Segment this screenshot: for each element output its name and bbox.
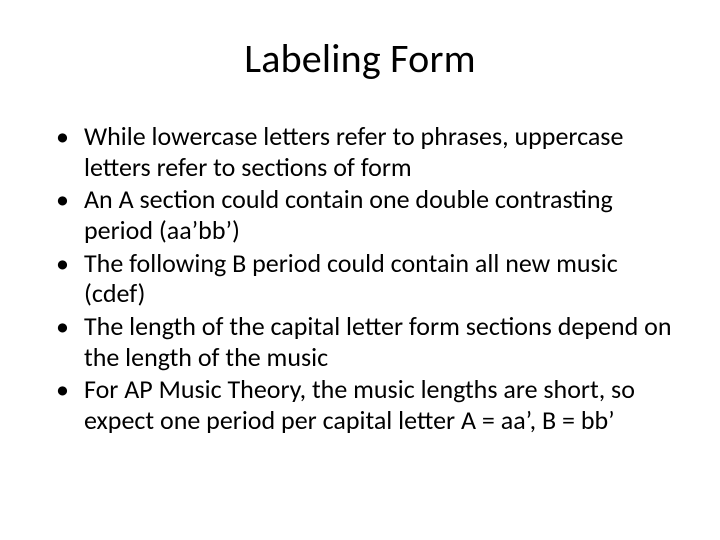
- list-item: The length of the capital letter form se…: [84, 311, 672, 372]
- list-item: An A section could contain one double co…: [84, 184, 672, 245]
- bullet-list: While lowercase letters refer to phrases…: [48, 121, 672, 436]
- list-item: For AP Music Theory, the music lengths a…: [84, 374, 672, 435]
- list-item: The following B period could contain all…: [84, 248, 672, 309]
- list-item: While lowercase letters refer to phrases…: [84, 121, 672, 182]
- slide-title: Labeling Form: [48, 34, 672, 83]
- slide: Labeling Form While lowercase letters re…: [0, 0, 720, 540]
